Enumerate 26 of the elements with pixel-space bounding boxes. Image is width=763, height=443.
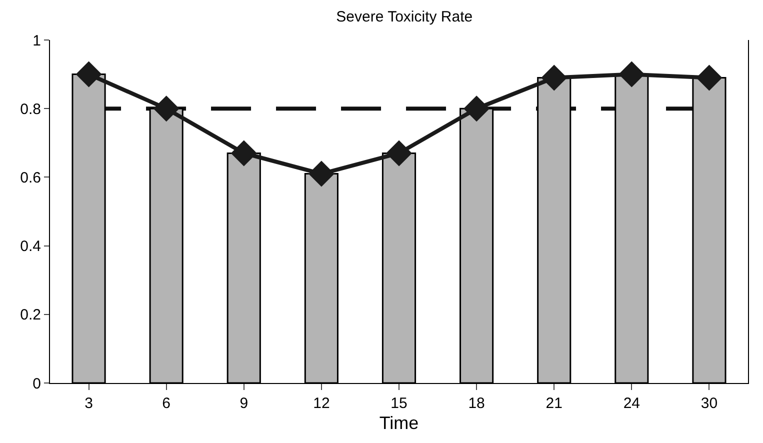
x-tick-label: 6 bbox=[162, 395, 170, 412]
point bbox=[541, 64, 568, 91]
point bbox=[618, 61, 645, 88]
x-tick-label: 30 bbox=[700, 395, 718, 412]
x-tick-label: 9 bbox=[240, 395, 248, 412]
point bbox=[464, 96, 490, 122]
y-tick-label: 0.8 bbox=[20, 100, 41, 118]
y-tick-label: 0.6 bbox=[20, 169, 41, 186]
x-tick-label: 15 bbox=[390, 395, 408, 412]
point bbox=[696, 64, 722, 91]
y-tick-label: 1 bbox=[32, 32, 41, 50]
x-tick-label: 18 bbox=[468, 395, 485, 412]
x-tick-label: 21 bbox=[546, 395, 562, 412]
y-tick-label: 0.4 bbox=[20, 238, 41, 256]
y-tick-label: 0 bbox=[32, 375, 41, 392]
x-tick-label: 12 bbox=[313, 395, 330, 412]
point bbox=[153, 96, 180, 122]
x-axis-title: Time bbox=[379, 413, 419, 434]
x-tick-label: 24 bbox=[623, 395, 640, 412]
point bbox=[308, 160, 334, 187]
x-tick-label: 3 bbox=[84, 395, 93, 412]
point bbox=[230, 140, 257, 166]
point bbox=[386, 140, 412, 166]
y-tick-label: 0.2 bbox=[20, 306, 41, 324]
point bbox=[76, 61, 102, 88]
chart-title: Severe Toxicity Rate bbox=[336, 8, 473, 26]
